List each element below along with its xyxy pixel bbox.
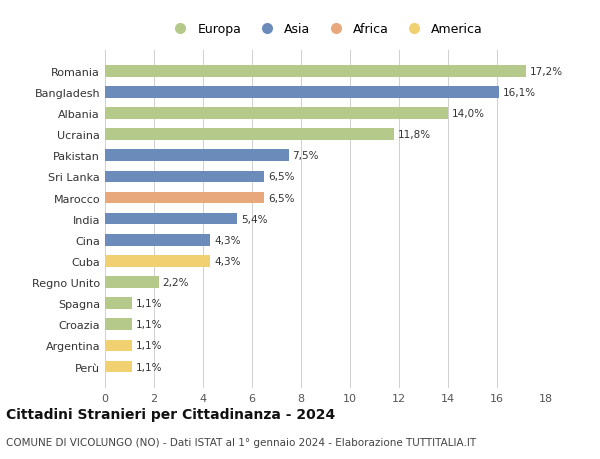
- Text: 16,1%: 16,1%: [503, 88, 536, 98]
- Bar: [105, 319, 132, 330]
- Text: 11,8%: 11,8%: [398, 130, 431, 140]
- Legend: Europa, Asia, Africa, America: Europa, Asia, Africa, America: [168, 23, 483, 36]
- Text: 1,1%: 1,1%: [136, 341, 162, 351]
- Bar: [105, 66, 526, 78]
- Text: 6,5%: 6,5%: [268, 172, 295, 182]
- Text: 2,2%: 2,2%: [163, 277, 189, 287]
- Bar: [105, 108, 448, 120]
- Bar: [105, 235, 211, 246]
- Bar: [105, 171, 264, 183]
- Text: 7,5%: 7,5%: [292, 151, 319, 161]
- Text: 17,2%: 17,2%: [530, 67, 563, 77]
- Bar: [105, 129, 394, 140]
- Text: 4,3%: 4,3%: [214, 235, 241, 245]
- Text: Cittadini Stranieri per Cittadinanza - 2024: Cittadini Stranieri per Cittadinanza - 2…: [6, 407, 335, 421]
- Text: 1,1%: 1,1%: [136, 298, 162, 308]
- Text: COMUNE DI VICOLUNGO (NO) - Dati ISTAT al 1° gennaio 2024 - Elaborazione TUTTITAL: COMUNE DI VICOLUNGO (NO) - Dati ISTAT al…: [6, 437, 476, 447]
- Bar: [105, 256, 211, 267]
- Bar: [105, 87, 499, 99]
- Bar: [105, 213, 238, 225]
- Bar: [105, 298, 132, 309]
- Bar: [105, 361, 132, 373]
- Bar: [105, 150, 289, 162]
- Text: 6,5%: 6,5%: [268, 193, 295, 203]
- Bar: [105, 340, 132, 352]
- Text: 5,4%: 5,4%: [241, 214, 268, 224]
- Bar: [105, 277, 159, 288]
- Bar: [105, 192, 264, 204]
- Text: 14,0%: 14,0%: [452, 109, 485, 119]
- Text: 1,1%: 1,1%: [136, 319, 162, 330]
- Text: 4,3%: 4,3%: [214, 256, 241, 266]
- Text: 1,1%: 1,1%: [136, 362, 162, 372]
